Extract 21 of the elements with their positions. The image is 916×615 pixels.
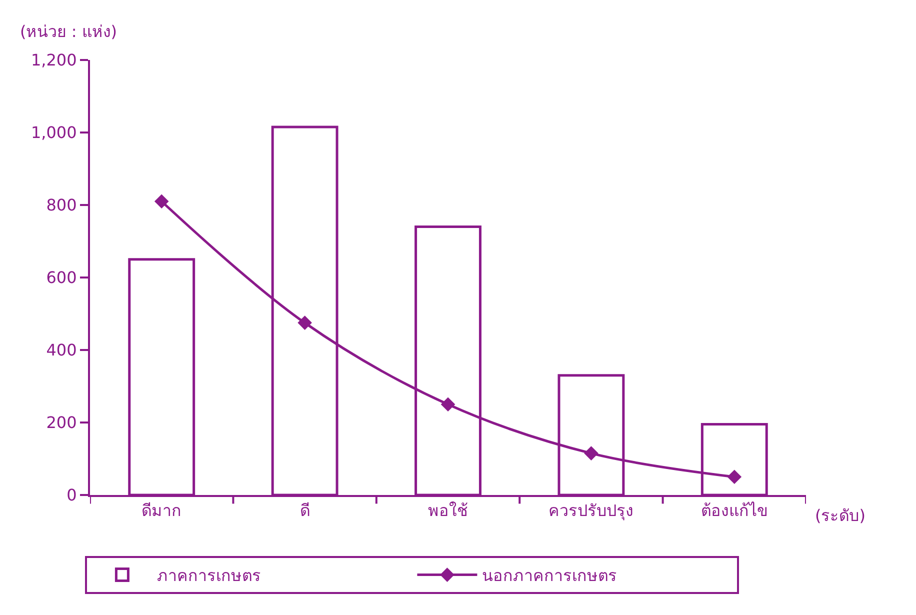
y-tick-label: 600 (46, 268, 77, 288)
point (440, 397, 456, 412)
point (584, 446, 598, 460)
legend-label: นอกภาคการเกษตร (482, 566, 618, 586)
x-tick-label: ควรปรับปรุง (548, 501, 634, 522)
point (298, 316, 312, 330)
y-tick-label: 1,200 (30, 50, 77, 70)
point (727, 470, 742, 484)
y-tick-label: 800 (46, 196, 77, 215)
y-tick-label: 1,000 (30, 123, 77, 142)
x-tick-label: ต้องแก้ไข (700, 501, 768, 520)
x-tick-label: ดีมาก (142, 501, 182, 520)
y-axis-title: (หน่วย : แห่ง) (20, 22, 118, 41)
x-tick-label: พอใช้ (428, 501, 468, 520)
y-tick-label: 0 (66, 486, 77, 505)
legend-label: ภาคการเกษตร (157, 566, 262, 586)
y-tick-label: 400 (46, 340, 77, 360)
x-tick-label: ดี (300, 501, 310, 520)
y-tick-label: 200 (46, 413, 77, 432)
x-axis-title: (ระดับ) (815, 506, 866, 525)
point (154, 194, 169, 209)
